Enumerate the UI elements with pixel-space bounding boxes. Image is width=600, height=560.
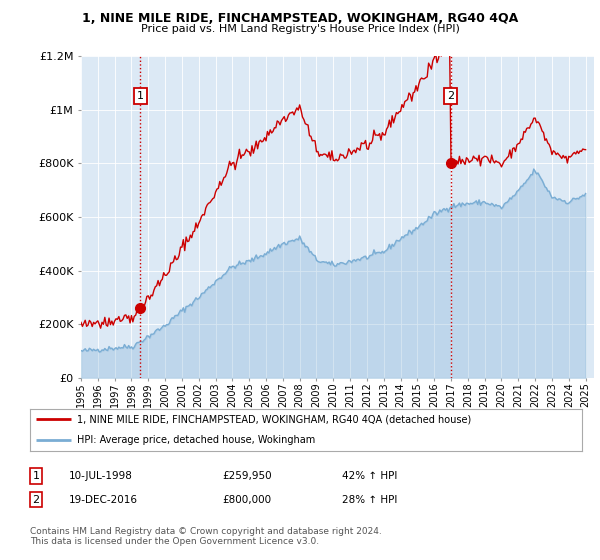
Text: Price paid vs. HM Land Registry's House Price Index (HPI): Price paid vs. HM Land Registry's House … xyxy=(140,24,460,34)
Text: 42% ↑ HPI: 42% ↑ HPI xyxy=(342,471,397,481)
Text: 1, NINE MILE RIDE, FINCHAMPSTEAD, WOKINGHAM, RG40 4QA: 1, NINE MILE RIDE, FINCHAMPSTEAD, WOKING… xyxy=(82,12,518,25)
Text: 28% ↑ HPI: 28% ↑ HPI xyxy=(342,494,397,505)
Text: 1: 1 xyxy=(137,91,144,101)
Text: 19-DEC-2016: 19-DEC-2016 xyxy=(69,494,138,505)
Text: Contains HM Land Registry data © Crown copyright and database right 2024.
This d: Contains HM Land Registry data © Crown c… xyxy=(30,526,382,546)
Text: HPI: Average price, detached house, Wokingham: HPI: Average price, detached house, Woki… xyxy=(77,435,315,445)
Text: 1: 1 xyxy=(32,471,40,481)
Text: 2: 2 xyxy=(32,494,40,505)
Text: 2: 2 xyxy=(447,91,454,101)
Text: £800,000: £800,000 xyxy=(222,494,271,505)
Text: 10-JUL-1998: 10-JUL-1998 xyxy=(69,471,133,481)
Text: £259,950: £259,950 xyxy=(222,471,272,481)
Text: 1, NINE MILE RIDE, FINCHAMPSTEAD, WOKINGHAM, RG40 4QA (detached house): 1, NINE MILE RIDE, FINCHAMPSTEAD, WOKING… xyxy=(77,414,471,424)
